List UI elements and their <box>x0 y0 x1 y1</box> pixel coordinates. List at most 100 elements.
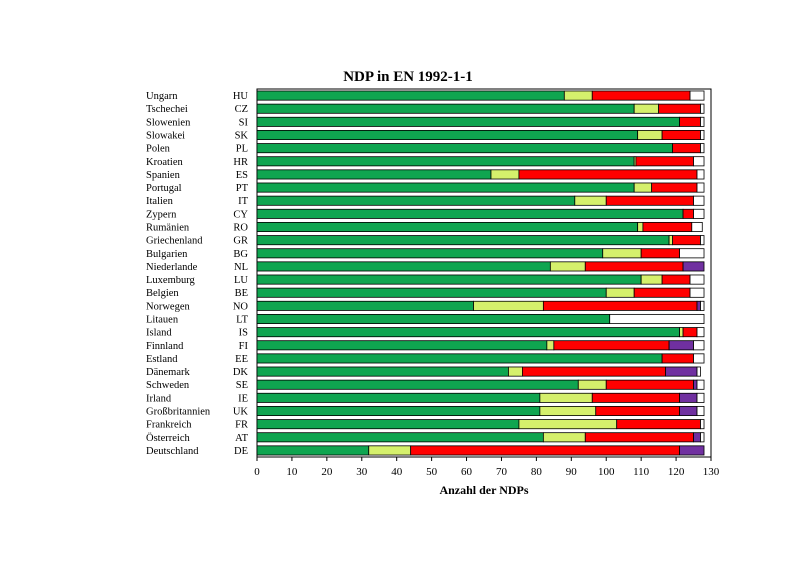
country-label: Tschechei <box>146 104 188 115</box>
x-tick-label: 100 <box>598 466 615 478</box>
country-label: Finnland <box>146 341 184 352</box>
bar-segment-is-0 <box>256 327 680 338</box>
country-code-label: BE <box>235 288 248 299</box>
bar-segment-uk-3 <box>679 405 698 416</box>
bar-segment-nl-1 <box>549 261 586 272</box>
bar-segment-fi-0 <box>256 340 548 351</box>
country-label: Irland <box>146 393 172 404</box>
country-code-label: NO <box>233 301 249 312</box>
bar-segment-pl-0 <box>256 143 673 154</box>
country-label: Niederlande <box>146 262 198 273</box>
bar-segment-pt-2 <box>651 182 698 193</box>
bar-segment-nl-2 <box>584 261 684 272</box>
bar-segment-no-0 <box>256 300 474 311</box>
country-code-label: BG <box>233 249 248 260</box>
bar-segment-nl-3 <box>682 261 705 272</box>
bar-segment-lt-4 <box>609 313 705 324</box>
x-tick-label: 90 <box>566 466 578 478</box>
country-code-label: PL <box>236 144 248 155</box>
country-label: Norwegen <box>146 301 190 312</box>
bar-segment-hr-4 <box>693 156 705 167</box>
bar-segment-uk-0 <box>256 405 541 416</box>
country-label: Slowenien <box>146 117 191 128</box>
bar-segment-gr-0 <box>256 235 670 246</box>
country-code-label: UK <box>233 407 249 418</box>
bar-segment-sk-1 <box>637 129 663 140</box>
bar-segment-se-1 <box>577 379 607 390</box>
country-label: Polen <box>146 144 171 155</box>
bar-segment-it-2 <box>605 195 694 206</box>
bar-segment-se-2 <box>605 379 694 390</box>
bar-segment-fi-2 <box>553 340 670 351</box>
bar-segment-cy-4 <box>693 208 705 219</box>
bar-segment-es-0 <box>256 169 492 180</box>
country-label: Slowakei <box>146 131 185 142</box>
bar-segment-fr-0 <box>256 419 520 430</box>
bar-segment-lu-4 <box>689 274 705 285</box>
bar-segment-si-0 <box>256 116 680 127</box>
bar-segment-si-4 <box>700 116 705 127</box>
country-label: Ungarn <box>146 91 178 102</box>
country-code-label: DK <box>233 367 249 378</box>
country-code-label: SI <box>239 117 249 128</box>
country-code-label: CZ <box>235 104 248 115</box>
country-code-label: HU <box>233 91 249 102</box>
bar-segment-de-2 <box>410 445 680 456</box>
bar-segment-pt-1 <box>633 182 653 193</box>
bar-segment-gr-2 <box>672 235 701 246</box>
bar-segment-dk-4 <box>696 366 701 377</box>
bar-segment-ee-0 <box>256 353 663 364</box>
bar-segment-at-0 <box>256 432 544 443</box>
bar-segment-be-4 <box>689 287 705 298</box>
bar-segment-fr-2 <box>616 419 701 430</box>
x-tick-label: 70 <box>496 466 508 478</box>
bar-segment-at-2 <box>584 432 694 443</box>
country-label: Litauen <box>146 315 179 326</box>
country-code-label: PT <box>236 183 249 194</box>
country-label: Estland <box>146 354 178 365</box>
country-code-label: LU <box>234 275 248 286</box>
bar-segment-cz-0 <box>256 103 635 114</box>
bar-segment-hu-0 <box>256 90 565 101</box>
bar-segment-no-3 <box>696 300 701 311</box>
country-code-label: RO <box>233 223 248 234</box>
bar-segment-fr-1 <box>518 419 618 430</box>
bar-segment-lu-1 <box>640 274 663 285</box>
country-code-label: AT <box>235 433 248 444</box>
country-code-label: NL <box>234 262 248 273</box>
country-code-label: HR <box>233 157 248 168</box>
bar-segment-cz-1 <box>633 103 660 114</box>
bar-segment-ie-1 <box>539 392 593 403</box>
bar-segment-hu-2 <box>591 90 691 101</box>
bar-segment-bg-0 <box>256 248 604 259</box>
country-label: Portugal <box>146 183 182 194</box>
bar-segment-de-1 <box>368 445 412 456</box>
country-label: Kroatien <box>146 157 183 168</box>
bars-group <box>256 90 705 456</box>
country-code-label: IE <box>238 393 248 404</box>
bar-segment-gr-1 <box>668 235 673 246</box>
bar-segment-ee-4 <box>693 353 705 364</box>
bar-segment-pt-4 <box>696 182 705 193</box>
bar-segment-fi-1 <box>546 340 555 351</box>
bar-segment-uk-2 <box>595 405 680 416</box>
bar-segment-ro-1 <box>637 221 644 232</box>
bar-segment-cy-0 <box>256 208 684 219</box>
country-code-label: GR <box>233 236 248 247</box>
x-tick-label: 0 <box>254 466 260 478</box>
bar-segment-dk-1 <box>508 366 523 377</box>
bar-segment-gr-4 <box>700 235 705 246</box>
x-tick-label: 60 <box>461 466 473 478</box>
country-code-label: DE <box>234 446 248 457</box>
country-code-label: IT <box>238 196 248 207</box>
country-code-label: LT <box>236 315 248 326</box>
x-tick-label: 110 <box>633 466 650 478</box>
country-label: Bulgarien <box>146 249 188 260</box>
bar-segment-es-2 <box>518 169 698 180</box>
bar-segment-pl-4 <box>700 143 705 154</box>
bar-segment-de-3 <box>679 445 705 456</box>
bar-segment-hu-1 <box>563 90 593 101</box>
bar-segment-sk-0 <box>256 129 639 140</box>
x-tick-label: 50 <box>426 466 438 478</box>
bar-segment-se-3 <box>693 379 698 390</box>
